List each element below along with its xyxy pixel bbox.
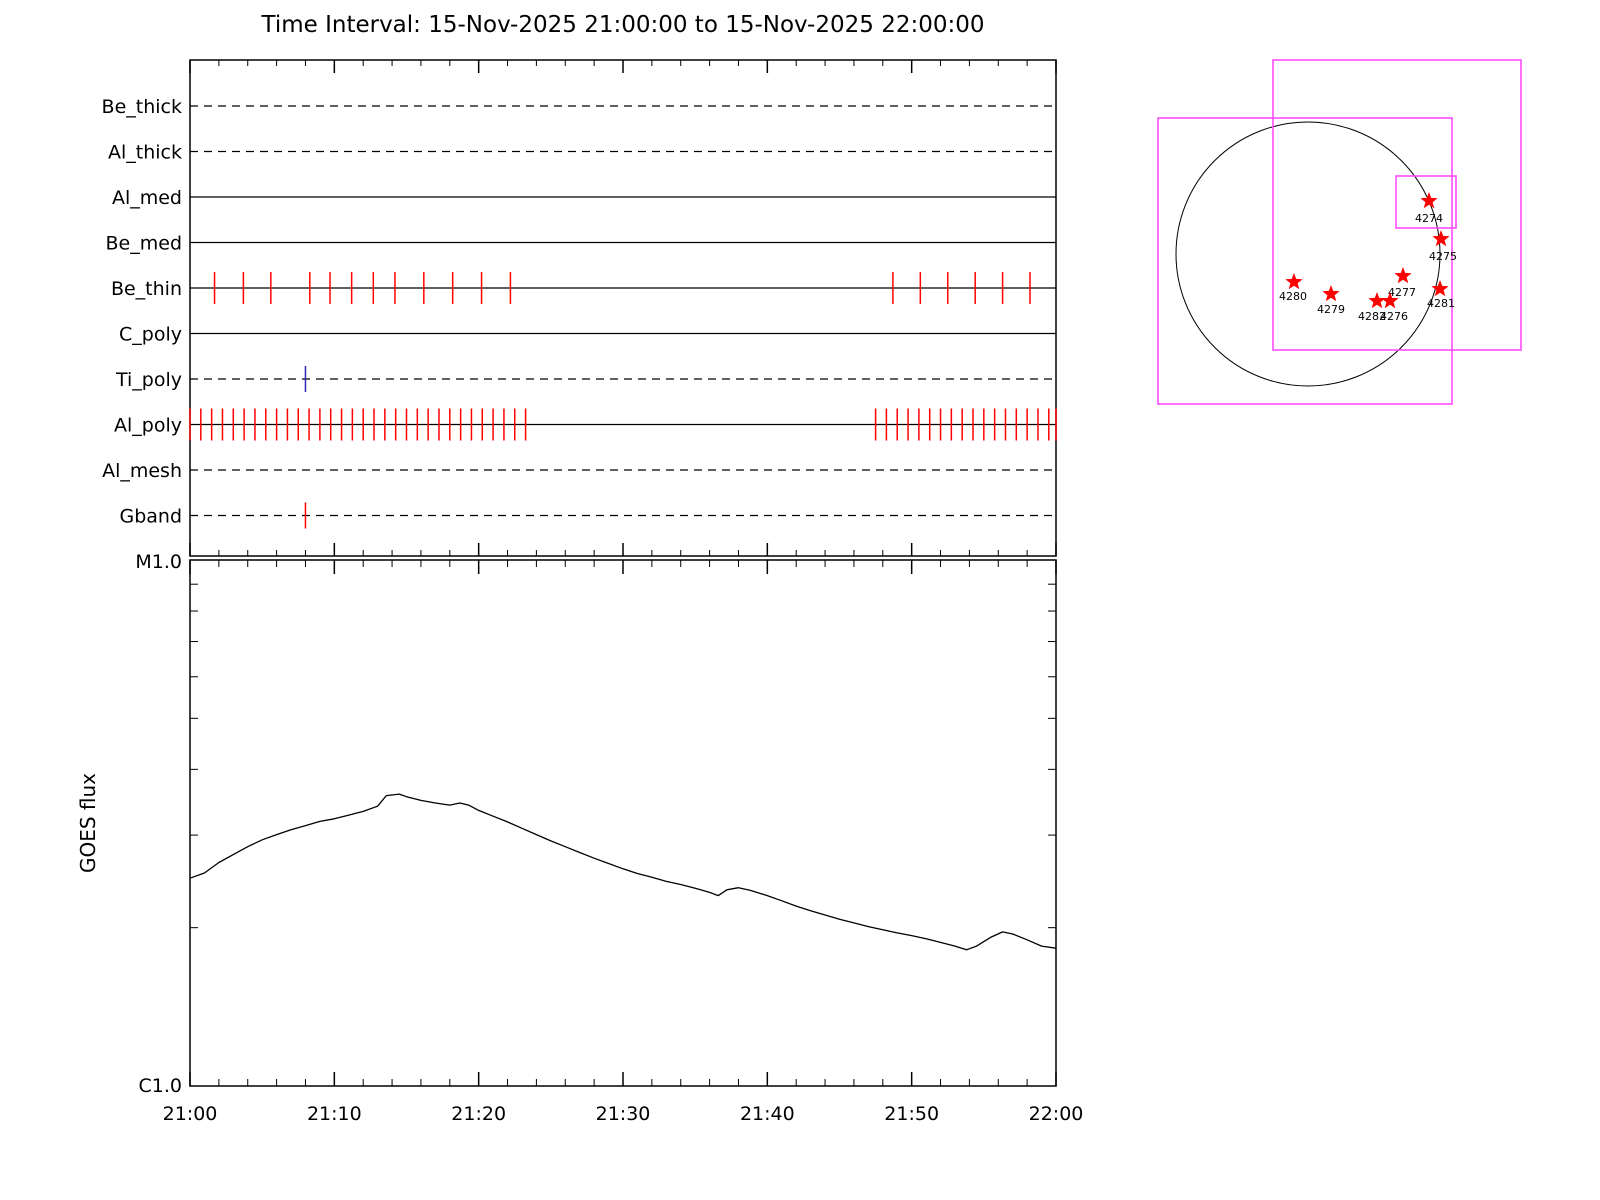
goes-x-tick-label: 21:40 (740, 1103, 795, 1125)
active-region-star-4280 (1285, 273, 1303, 290)
active-region-label-4277: 4277 (1388, 286, 1416, 299)
goes-x-tick-label: 21:20 (451, 1103, 506, 1125)
active-region-star-4279 (1322, 285, 1340, 302)
channel-label-be-thick: Be_thick (102, 96, 182, 118)
channel-label-al-poly: Al_poly (114, 415, 182, 437)
plot-title: Time Interval: 15-Nov-2025 21:00:00 to 1… (261, 12, 985, 38)
channel-label-al-med: Al_med (112, 187, 182, 209)
active-region-label-4275: 4275 (1429, 250, 1457, 263)
goes-x-tick-label: 21:00 (163, 1103, 218, 1125)
goes-flux-panel: M1.0 C1.0 21:00 21:10 21:20 21:30 21:40 21:50 22… (76, 551, 1083, 1125)
channel-label-c-poly: C_poly (119, 324, 182, 346)
active-region-label-4279: 4279 (1317, 303, 1345, 316)
timeline-frame (189, 59, 1057, 557)
active-region-label-4274: 4274 (1415, 212, 1443, 225)
active-region-label-4281: 4281 (1427, 297, 1455, 310)
fov-box-3 (1395, 175, 1457, 229)
goes-y-bottom-label: C1.0 (139, 1075, 182, 1097)
channel-label-be-med: Be_med (106, 233, 182, 255)
goes-x-tick-label: 21:50 (884, 1103, 939, 1125)
fov-box-2 (1272, 59, 1522, 351)
goes-x-tick-label: 21:10 (307, 1103, 362, 1125)
channel-label-al-mesh: Al_mesh (102, 460, 182, 482)
goes-ylabel: GOES flux (76, 773, 100, 873)
solar-disk (1175, 121, 1441, 387)
channel-label-gband: Gband (119, 506, 182, 528)
exposure-ticks-be-thin (213, 272, 1031, 304)
active-region-label-4280: 4280 (1279, 290, 1307, 303)
instrument-timeline-panel: Be_thick Al_thick Al_med Be_med Be_thin C_pol… (102, 59, 1057, 557)
channel-label-be-thin: Be_thin (111, 278, 182, 300)
active-region-star-4281 (1431, 280, 1449, 297)
goes-flux-curve (189, 793, 1057, 951)
active-region-label-4276: 4276 (1380, 310, 1408, 323)
active-region-star-4282 (1368, 292, 1386, 309)
exposure-ticks-al-poly (189, 408, 1057, 441)
goes-x-tick-label: 22:00 (1029, 1103, 1084, 1125)
active-region-star-4277 (1394, 267, 1412, 284)
goes-y-top-label: M1.0 (135, 551, 182, 573)
fov-box-1 (1157, 117, 1453, 405)
goes-frame (189, 559, 1057, 1087)
channel-label-ti-poly: Ti_poly (115, 369, 182, 391)
active-region-star-4276 (1381, 292, 1399, 309)
active-region-star-4275 (1432, 230, 1450, 247)
channel-label-al-thick: Al_thick (108, 142, 182, 164)
goes-x-tick-label: 21:30 (596, 1103, 651, 1125)
active-region-label-4282: 4282 (1358, 310, 1386, 323)
active-region-star-4274 (1420, 192, 1438, 209)
